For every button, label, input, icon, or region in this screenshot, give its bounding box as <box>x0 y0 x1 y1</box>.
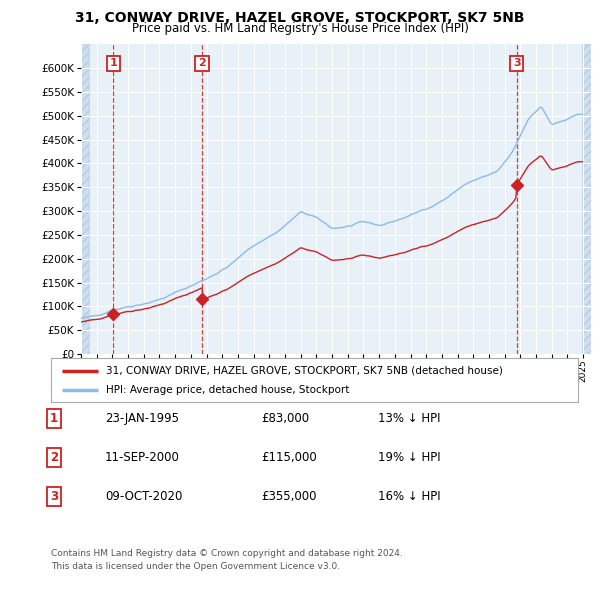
Text: £115,000: £115,000 <box>261 451 317 464</box>
Text: Contains HM Land Registry data © Crown copyright and database right 2024.: Contains HM Land Registry data © Crown c… <box>51 549 403 558</box>
Text: This data is licensed under the Open Government Licence v3.0.: This data is licensed under the Open Gov… <box>51 562 340 571</box>
Text: 3: 3 <box>513 58 521 68</box>
Bar <box>81 44 89 354</box>
Text: 2: 2 <box>198 58 206 68</box>
Text: £355,000: £355,000 <box>261 490 317 503</box>
Text: 1: 1 <box>50 412 58 425</box>
Text: 31, CONWAY DRIVE, HAZEL GROVE, STOCKPORT, SK7 5NB (detached house): 31, CONWAY DRIVE, HAZEL GROVE, STOCKPORT… <box>106 366 503 375</box>
Text: 31, CONWAY DRIVE, HAZEL GROVE, STOCKPORT, SK7 5NB: 31, CONWAY DRIVE, HAZEL GROVE, STOCKPORT… <box>75 11 525 25</box>
Text: 2: 2 <box>50 451 58 464</box>
Text: 19% ↓ HPI: 19% ↓ HPI <box>378 451 440 464</box>
Text: 13% ↓ HPI: 13% ↓ HPI <box>378 412 440 425</box>
Text: 23-JAN-1995: 23-JAN-1995 <box>105 412 179 425</box>
Text: Price paid vs. HM Land Registry's House Price Index (HPI): Price paid vs. HM Land Registry's House … <box>131 22 469 35</box>
Text: £83,000: £83,000 <box>261 412 309 425</box>
Text: 09-OCT-2020: 09-OCT-2020 <box>105 490 182 503</box>
Text: 11-SEP-2000: 11-SEP-2000 <box>105 451 180 464</box>
Text: 16% ↓ HPI: 16% ↓ HPI <box>378 490 440 503</box>
Text: HPI: Average price, detached house, Stockport: HPI: Average price, detached house, Stoc… <box>106 385 350 395</box>
Bar <box>582 44 592 354</box>
Text: 3: 3 <box>50 490 58 503</box>
Text: 1: 1 <box>110 58 118 68</box>
